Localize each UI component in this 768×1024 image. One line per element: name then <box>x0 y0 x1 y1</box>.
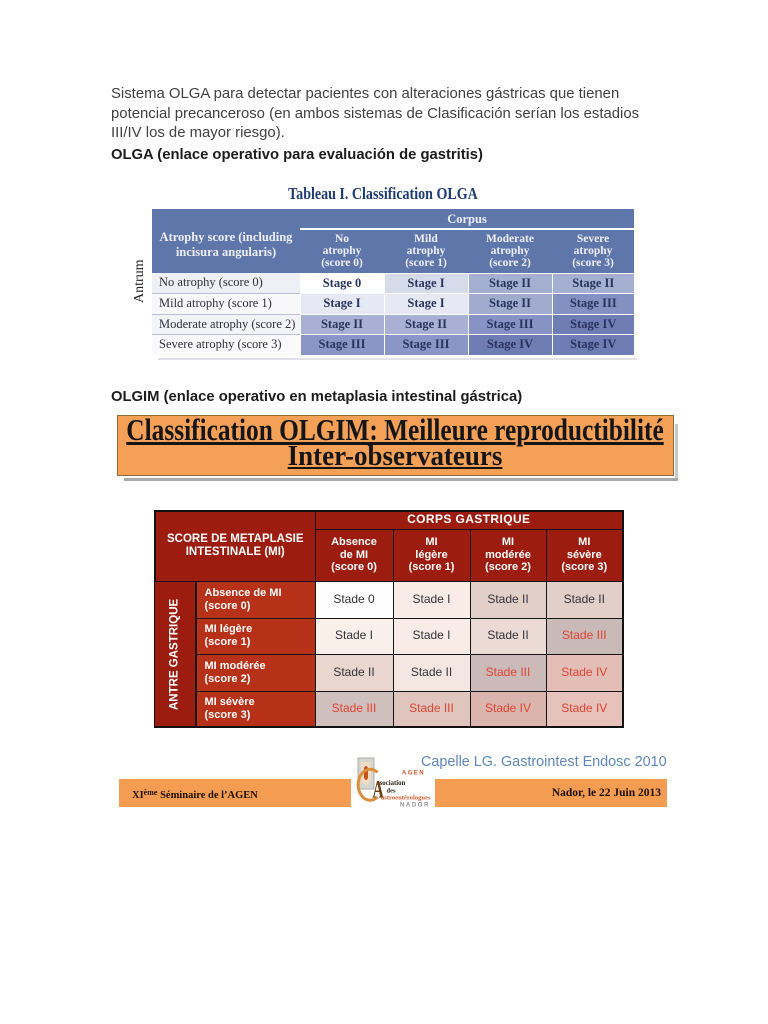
svg-text:AGEN: AGEN <box>402 771 425 777</box>
svg-text:NADOR: NADOR <box>400 803 430 809</box>
svg-text:ssociation: ssociation <box>377 780 406 787</box>
svg-text:des: des <box>387 788 397 795</box>
svg-text:A: A <box>373 776 384 804</box>
svg-text:astroentérologues: astroentérologues <box>381 795 431 802</box>
